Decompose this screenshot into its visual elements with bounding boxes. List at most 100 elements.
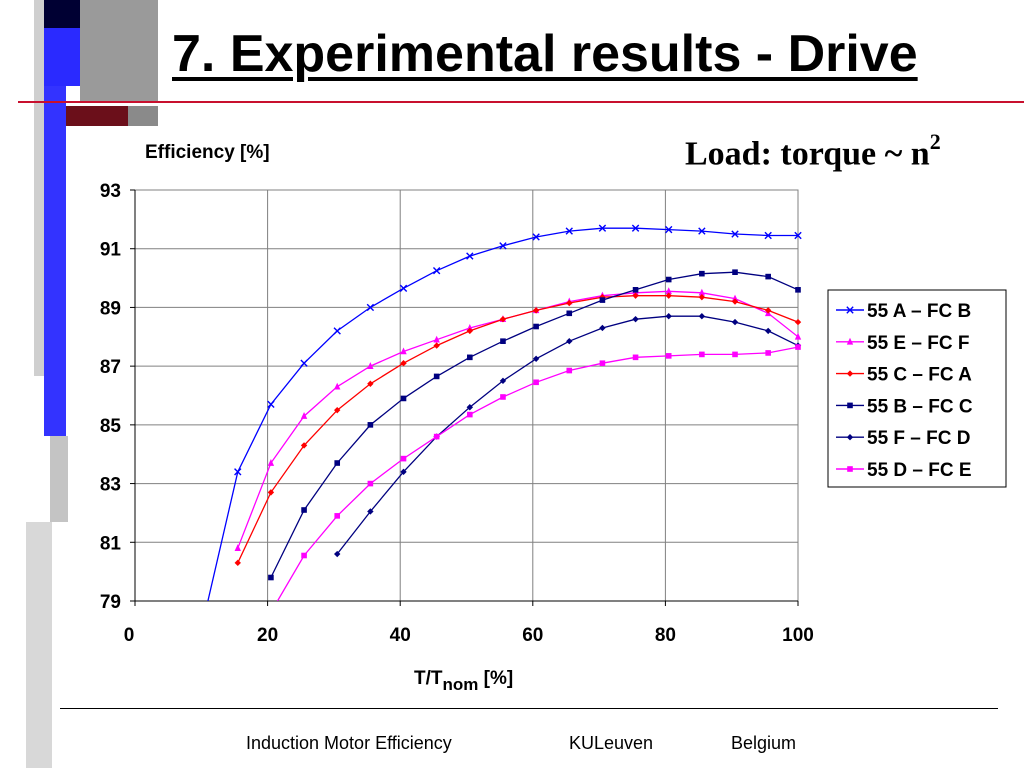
data-point-1	[598, 224, 607, 232]
data-point-6	[632, 354, 639, 361]
legend-marker	[846, 370, 854, 377]
data-point-1	[665, 225, 673, 234]
data-point-4	[795, 287, 801, 293]
template-bar-blue-left	[44, 86, 66, 436]
x-tick-label: 0	[124, 625, 135, 646]
data-point-2	[367, 362, 374, 369]
template-bar-grey-bottom	[26, 522, 52, 768]
data-point-5	[599, 324, 606, 332]
data-point-2	[794, 332, 802, 340]
data-point-3	[731, 298, 739, 305]
data-point-5	[466, 404, 474, 411]
y-axis-title: Efficiency [%]	[145, 142, 270, 163]
data-point-2	[466, 323, 474, 331]
data-point-5	[665, 313, 672, 320]
data-point-2	[698, 288, 706, 296]
plot-area	[134, 189, 799, 602]
data-point-6	[533, 379, 539, 386]
data-point-3	[334, 406, 341, 414]
data-point-1	[366, 303, 375, 312]
template-bar-grey-tall	[80, 0, 158, 102]
legend-marker	[847, 402, 853, 409]
data-point-4	[732, 269, 738, 275]
data-point-5	[764, 327, 772, 335]
data-point-2	[731, 294, 739, 302]
data-point-3	[698, 293, 706, 301]
y-tick-label: 89	[100, 298, 121, 319]
data-point-1	[267, 400, 275, 409]
data-point-4	[665, 276, 672, 283]
data-point-3	[794, 318, 802, 326]
data-point-1	[698, 227, 706, 235]
data-point-1	[432, 267, 441, 275]
y-tick-label: 87	[100, 357, 121, 378]
y-tick-label: 81	[100, 533, 122, 554]
data-point-3	[367, 380, 374, 387]
legend-label: 55 A – FC B	[867, 301, 971, 322]
data-point-4	[566, 310, 573, 317]
data-point-4	[765, 273, 771, 280]
y-tick-label: 83	[100, 475, 121, 496]
template-bar-grey-lower	[50, 436, 68, 522]
data-point-3	[300, 442, 308, 449]
x-tick-label: 20	[257, 625, 278, 646]
data-point-6	[500, 394, 506, 400]
data-point-5	[698, 313, 706, 320]
data-point-1	[300, 359, 308, 367]
footer-institution: KULeuven	[569, 733, 654, 753]
data-point-5	[731, 318, 739, 326]
load-label-exponent: 2	[929, 129, 941, 154]
legend-label: 55 D – FC E	[867, 460, 972, 481]
efficiency-chart: 79 81 83 85 87 89 91 93 0 20 40 60 80 100 Efficiency […	[100, 142, 1007, 694]
legend-box	[827, 289, 1007, 488]
data-point-2	[665, 287, 672, 295]
x-tick-label: 80	[655, 625, 676, 646]
title-rule	[18, 101, 1024, 103]
series-line-3	[237, 295, 798, 564]
template-bar-grey-small	[128, 106, 158, 126]
data-point-2	[400, 347, 407, 355]
data-point-6	[566, 367, 573, 374]
data-point-1	[532, 233, 540, 241]
data-point-3	[532, 307, 540, 314]
data-point-6	[301, 552, 307, 559]
legend-marker	[846, 306, 854, 314]
data-point-1	[631, 224, 640, 232]
x-tick-label: 60	[522, 625, 543, 646]
data-point-4	[632, 287, 639, 293]
template-bar-maroon	[66, 106, 128, 126]
template-bar-blue-top	[44, 28, 80, 86]
data-point-3	[433, 342, 440, 349]
data-point-6	[334, 513, 341, 519]
data-point-4	[500, 338, 506, 344]
y-tick-label: 85	[100, 416, 122, 437]
data-point-5	[400, 468, 407, 476]
data-point-4	[467, 354, 473, 361]
data-point-5	[334, 550, 341, 558]
template-bar-dark	[44, 0, 80, 28]
data-point-2	[300, 412, 308, 419]
data-point-3	[267, 489, 275, 496]
data-point-1	[333, 327, 341, 335]
data-point-3	[764, 307, 772, 314]
data-point-3	[234, 559, 241, 567]
data-point-1	[234, 468, 242, 476]
data-point-2	[267, 459, 275, 466]
data-point-6	[467, 411, 473, 418]
data-point-4	[268, 574, 274, 581]
x-tick-label: 40	[390, 625, 411, 646]
y-tick-label: 79	[100, 592, 121, 613]
data-point-6	[367, 480, 374, 487]
data-point-4	[599, 297, 606, 303]
data-point-1	[499, 242, 507, 250]
load-label: Load: torque ~ n2	[685, 129, 941, 173]
data-point-5	[532, 355, 540, 363]
data-point-1	[764, 231, 772, 240]
legend-marker	[847, 466, 853, 472]
data-point-2	[334, 382, 341, 390]
x-axis-title: T/Tnom [%]	[414, 668, 513, 694]
legend-marker	[846, 434, 854, 441]
legend-label: 55 E – FC F	[867, 333, 969, 354]
legend-label: 55 F – FC D	[867, 428, 970, 449]
data-point-4	[533, 323, 539, 330]
